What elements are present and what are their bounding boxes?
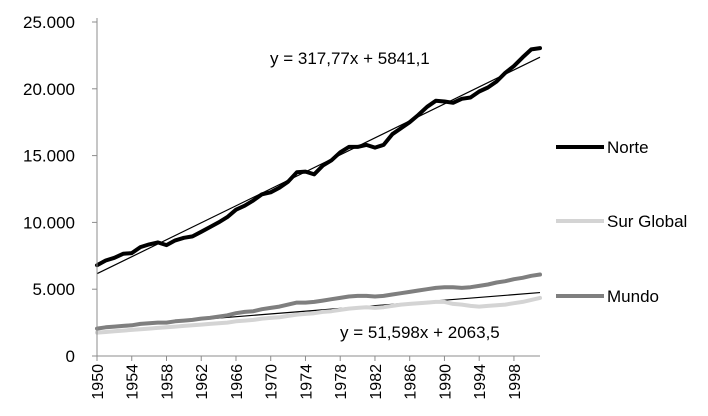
axes bbox=[96, 18, 540, 357]
x-tick-label: 1966 bbox=[229, 364, 246, 400]
trendline-norte bbox=[96, 56, 541, 275]
series-line-sur-global bbox=[95, 295, 542, 335]
legend-label-sur-global: Sur Global bbox=[607, 212, 687, 231]
x-tick-label: 1986 bbox=[403, 364, 420, 400]
trendline-equation-mundo: y = 51,598x + 2063,5 bbox=[340, 323, 500, 342]
y-tick-label: 15.000 bbox=[23, 147, 75, 166]
y-tick-label: 10.000 bbox=[23, 213, 75, 232]
y-tick-label: 0 bbox=[66, 347, 75, 366]
x-tick-label: 1970 bbox=[264, 364, 281, 400]
x-tick-label: 1950 bbox=[90, 364, 107, 400]
x-tick-label: 1982 bbox=[368, 364, 385, 400]
legend-label-mundo: Mundo bbox=[607, 287, 659, 306]
x-tick-label: 1998 bbox=[507, 364, 524, 400]
legend-label-norte: Norte bbox=[607, 138, 649, 157]
y-axis-ticks: 0 5.000 10.000 15.000 20.000 25.000 bbox=[23, 13, 97, 366]
series-line-norte bbox=[95, 46, 542, 268]
x-tick-label: 1962 bbox=[194, 364, 211, 400]
x-axis-ticks: 1950 1954 1958 1962 1966 1970 1974 1978 1982 1986… bbox=[90, 356, 524, 400]
y-tick-label: 5.000 bbox=[32, 280, 75, 299]
x-tick-label: 1978 bbox=[333, 364, 350, 400]
series-lines bbox=[95, 46, 542, 335]
x-tick-label: 1954 bbox=[125, 364, 142, 400]
series-line-mundo bbox=[95, 272, 542, 331]
x-tick-label: 1958 bbox=[159, 364, 176, 400]
y-tick-label: 20.000 bbox=[23, 80, 75, 99]
legend: Norte Sur Global Mundo bbox=[556, 138, 687, 306]
x-tick-label: 1974 bbox=[298, 364, 315, 400]
x-tick-label: 1994 bbox=[472, 364, 489, 400]
y-tick-label: 25.000 bbox=[23, 13, 75, 32]
x-tick-label: 1990 bbox=[437, 364, 454, 400]
trendline-equation-norte: y = 317,77x + 5841,1 bbox=[270, 49, 430, 68]
